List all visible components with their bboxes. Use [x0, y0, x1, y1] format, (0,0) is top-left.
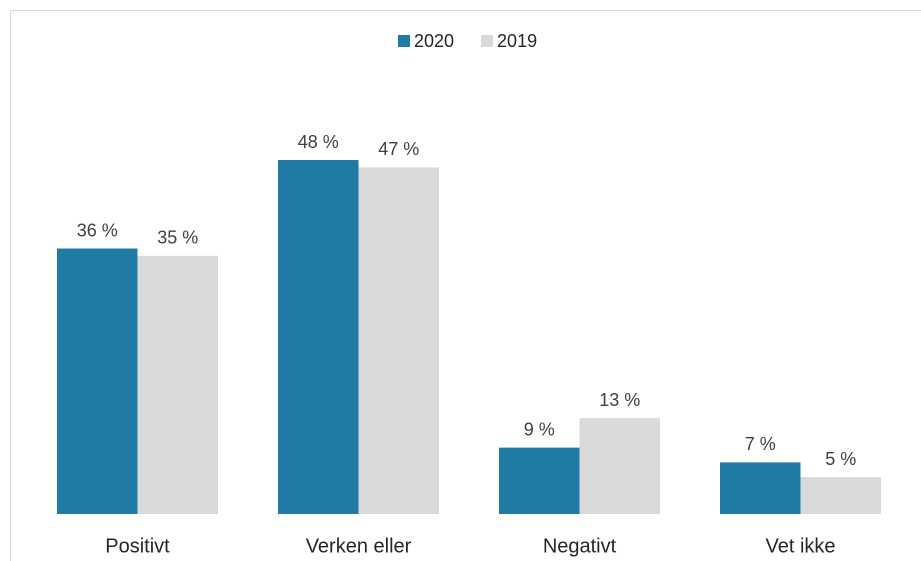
data-label: 35 %: [157, 228, 198, 248]
bar: [137, 255, 218, 514]
data-label: 7 %: [745, 434, 776, 454]
data-label: 47 %: [378, 139, 419, 159]
bar: [358, 167, 439, 514]
bar: [499, 447, 580, 514]
x-tick-label: Verken eller: [306, 535, 412, 557]
x-tick-label: Vet ikke: [765, 535, 835, 557]
x-tick-label: Positivt: [105, 535, 170, 557]
legend-swatch: [481, 35, 494, 47]
data-label: 9 %: [524, 419, 555, 439]
legend-label: 2019: [497, 31, 537, 51]
bar: [278, 160, 359, 514]
bar: [720, 462, 801, 514]
bar: [57, 248, 138, 514]
data-label: 36 %: [77, 220, 118, 240]
legend-swatch: [398, 35, 410, 47]
data-label: 48 %: [298, 132, 339, 152]
chart-frame: [10, 10, 921, 561]
bar: [800, 477, 881, 514]
x-tick-label: Negativt: [543, 535, 617, 557]
bar: [579, 418, 660, 514]
data-label: 13 %: [599, 390, 640, 410]
legend-label: 2020: [414, 31, 454, 51]
data-label: 5 %: [825, 449, 856, 469]
